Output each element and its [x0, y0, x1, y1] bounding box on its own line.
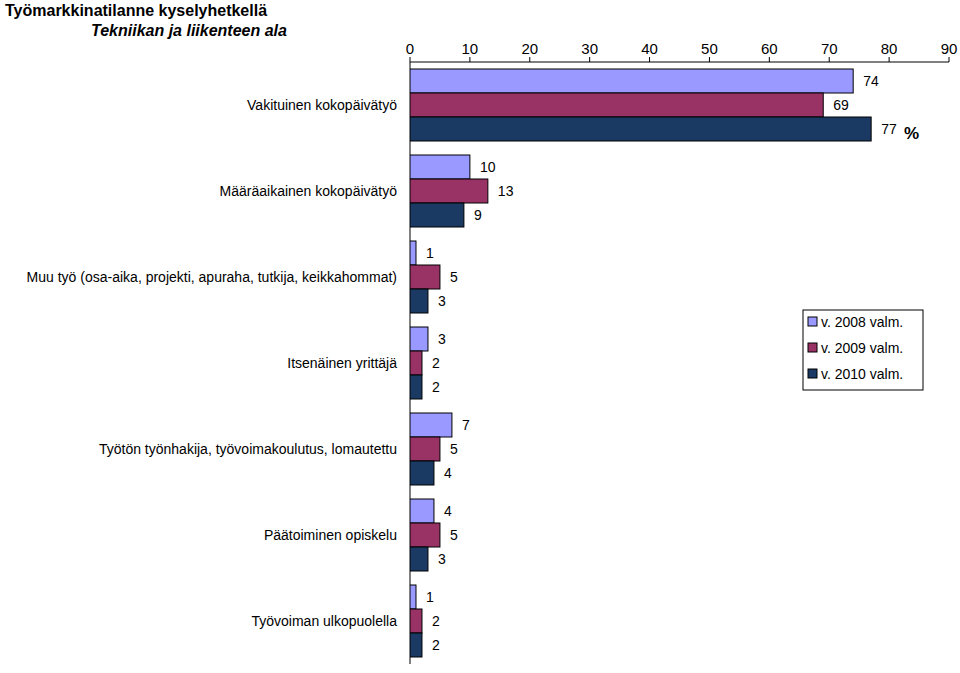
category-label: Itsenäinen yrittäjä	[287, 355, 397, 371]
title: Työmarkkinatilanne kyselyhetkellä	[5, 2, 267, 19]
x-tick-label: 50	[701, 40, 718, 57]
legend-swatch	[808, 343, 817, 352]
x-tick	[649, 57, 650, 62]
data-label: 1	[426, 245, 434, 261]
legend-label: v. 2009 valm.	[821, 340, 903, 356]
category-label: Työvoiman ulkopuolella	[251, 613, 397, 629]
bar	[410, 117, 871, 141]
x-tick	[589, 57, 590, 62]
chart-container: Työmarkkinatilanne kyselyhetkellä Tekniik…	[0, 0, 960, 673]
x-tick	[769, 57, 770, 62]
bar	[410, 633, 422, 657]
bar	[410, 203, 464, 227]
subtitle: Tekniikan ja liikenteen ala	[91, 22, 287, 39]
category-label: Määräaikainen kokopäivätyö	[220, 183, 398, 199]
x-tick-label: 20	[521, 40, 538, 57]
x-tick-label: 0	[406, 40, 414, 57]
category-label: Päätoiminen opiskelu	[264, 527, 397, 543]
data-label: 1	[426, 589, 434, 605]
data-label: 5	[450, 527, 458, 543]
data-label: 7	[462, 417, 470, 433]
x-tick-label: 70	[821, 40, 838, 57]
category-label: Muu työ (osa-aika, projekti, apuraha, tu…	[27, 269, 397, 285]
bar	[410, 93, 823, 117]
bar	[410, 461, 434, 485]
data-label: 3	[438, 293, 446, 309]
bar	[410, 241, 416, 265]
x-axis-label: %	[904, 124, 919, 143]
data-label: 2	[432, 379, 440, 395]
data-label: 2	[432, 355, 440, 371]
bar	[410, 585, 416, 609]
legend-label: v. 2008 valm.	[821, 314, 903, 330]
data-label: 10	[480, 159, 496, 175]
chart-svg: Työmarkkinatilanne kyselyhetkellä Tekniik…	[0, 0, 960, 673]
data-label: 2	[432, 637, 440, 653]
data-label: 3	[438, 331, 446, 347]
data-label: 13	[498, 183, 514, 199]
x-tick-label: 80	[881, 40, 898, 57]
x-tick	[410, 57, 411, 62]
bar	[410, 69, 853, 93]
x-axis-line	[410, 62, 949, 63]
data-label: 9	[474, 207, 482, 223]
category-label: Työtön työnhakija, työvoimakoulutus, lom…	[99, 441, 397, 457]
data-label: 4	[444, 503, 452, 519]
legend-swatch	[808, 317, 817, 326]
x-tick-label: 60	[761, 40, 778, 57]
bar	[410, 265, 440, 289]
bar	[410, 413, 452, 437]
data-label: 3	[438, 551, 446, 567]
data-label: 5	[450, 269, 458, 285]
bar	[410, 523, 440, 547]
data-label: 5	[450, 441, 458, 457]
x-tick	[889, 57, 890, 62]
data-label: 2	[432, 613, 440, 629]
bar	[410, 155, 470, 179]
bar	[410, 351, 422, 375]
bars	[410, 69, 871, 657]
x-tick-label: 40	[641, 40, 658, 57]
x-tick	[949, 57, 950, 62]
x-tick-label: 90	[941, 40, 958, 57]
bar	[410, 547, 428, 571]
data-label: 69	[833, 97, 849, 113]
legend-box	[803, 310, 923, 390]
legend-label: v. 2010 valm.	[821, 366, 903, 382]
x-tick	[469, 57, 470, 62]
bar	[410, 327, 428, 351]
bar	[410, 437, 440, 461]
bar	[410, 499, 434, 523]
bar	[410, 375, 422, 399]
category-label: Vakituinen kokopäivätyö	[247, 97, 397, 113]
x-tick	[829, 57, 830, 62]
x-tick	[709, 57, 710, 62]
legend-swatch	[808, 369, 817, 378]
x-tick	[529, 57, 530, 62]
bar	[410, 609, 422, 633]
data-label: 4	[444, 465, 452, 481]
x-tick-label: 30	[581, 40, 598, 57]
data-label: 74	[863, 73, 879, 89]
data-label: 77	[881, 121, 897, 137]
x-tick-label: 10	[462, 40, 479, 57]
bar	[410, 289, 428, 313]
bar	[410, 179, 488, 203]
